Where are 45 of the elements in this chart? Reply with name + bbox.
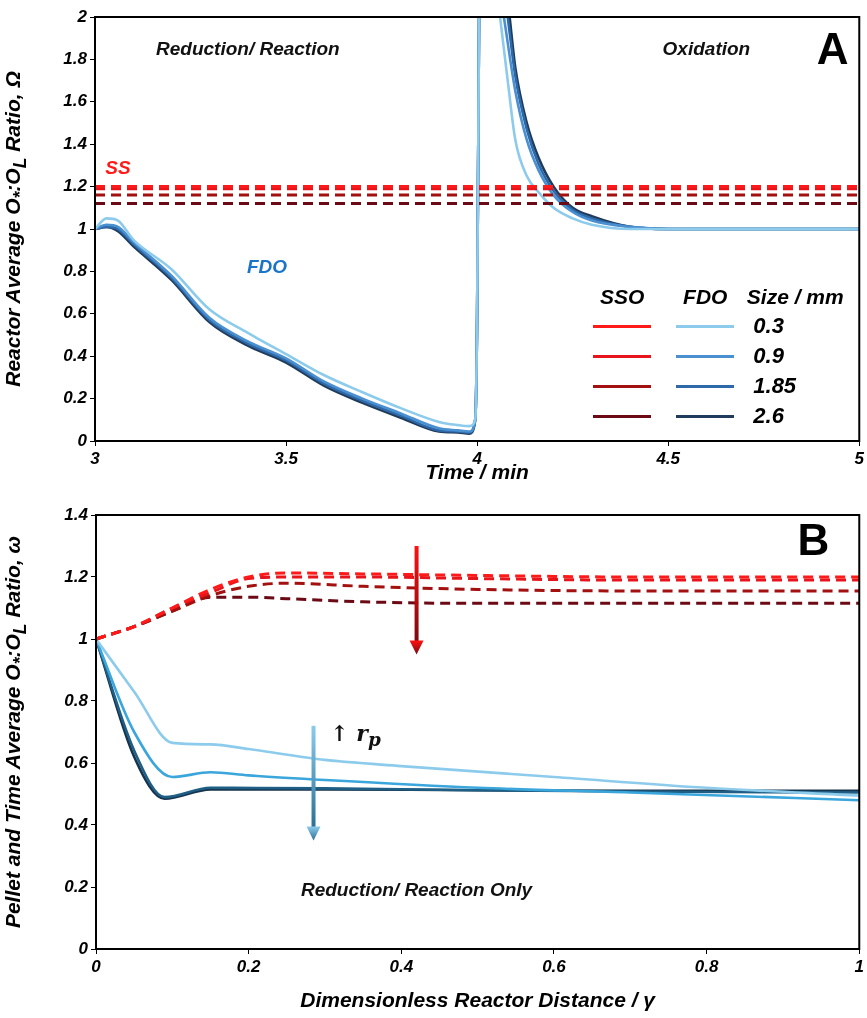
x-tick-label: 5 [854,448,865,468]
annotation: A [816,23,849,74]
y-tick-label: 1.4 [64,504,89,524]
y-tick-label: 0.2 [64,876,89,896]
annotation: Reduction/ Reaction [156,37,340,60]
y-tick-label: 0.2 [63,388,88,408]
y-tick-label: 0.4 [63,345,88,365]
y-tick-label: 1.4 [63,133,88,153]
annotation: FDO [246,256,288,279]
x-tick-label: 0.6 [542,956,567,976]
y-tick-label: 0.8 [63,261,88,281]
legend-label: 1.85 [752,373,797,399]
legend-title: Size / mm [746,285,844,309]
y-tick-label: 0.6 [63,303,88,323]
annotation: FDO [683,285,728,309]
y-tick-label: 1.8 [63,49,88,69]
x-tick-label: 0.8 [694,956,719,976]
y-tick-label: 1.2 [64,566,89,586]
y-tick-label: 1.2 [63,176,88,196]
annotation: SSO [600,285,645,309]
y-tick-label: 1.6 [63,91,88,111]
x-tick-label: 4.5 [655,448,681,468]
annotation: SS [105,156,131,179]
y-tick-label: 2 [76,6,88,26]
annotation: B [797,514,830,565]
y-tick-label: 0.6 [64,752,89,772]
x-tick-label: 3 [90,448,101,468]
y-tick-label: 0 [78,938,89,958]
x-tick-label: 0 [91,956,102,976]
annotation: Reduction/ Reaction Only [300,879,533,902]
legend-label: 2.6 [752,403,784,429]
x-tick-label: 0.2 [236,956,262,976]
x-axis-title: Dimensionless Reactor Distance / γ [300,988,657,1012]
y-tick-label: 0 [77,430,88,450]
x-tick-label: 3.5 [274,448,299,468]
annotation: Oxidation [662,37,751,60]
annotation: ↑ r$_{p}$ [330,719,381,751]
x-tick-label: 1 [854,956,865,976]
x-tick-label: 0.4 [389,956,414,976]
legend-label: 0.3 [752,313,784,339]
y-tick-label: 0.4 [64,814,89,834]
y-tick-label: 1 [77,218,87,238]
legend-label: 0.9 [752,343,784,369]
y-tick-label: 1 [78,628,88,648]
y-tick-label: 0.8 [64,690,89,710]
